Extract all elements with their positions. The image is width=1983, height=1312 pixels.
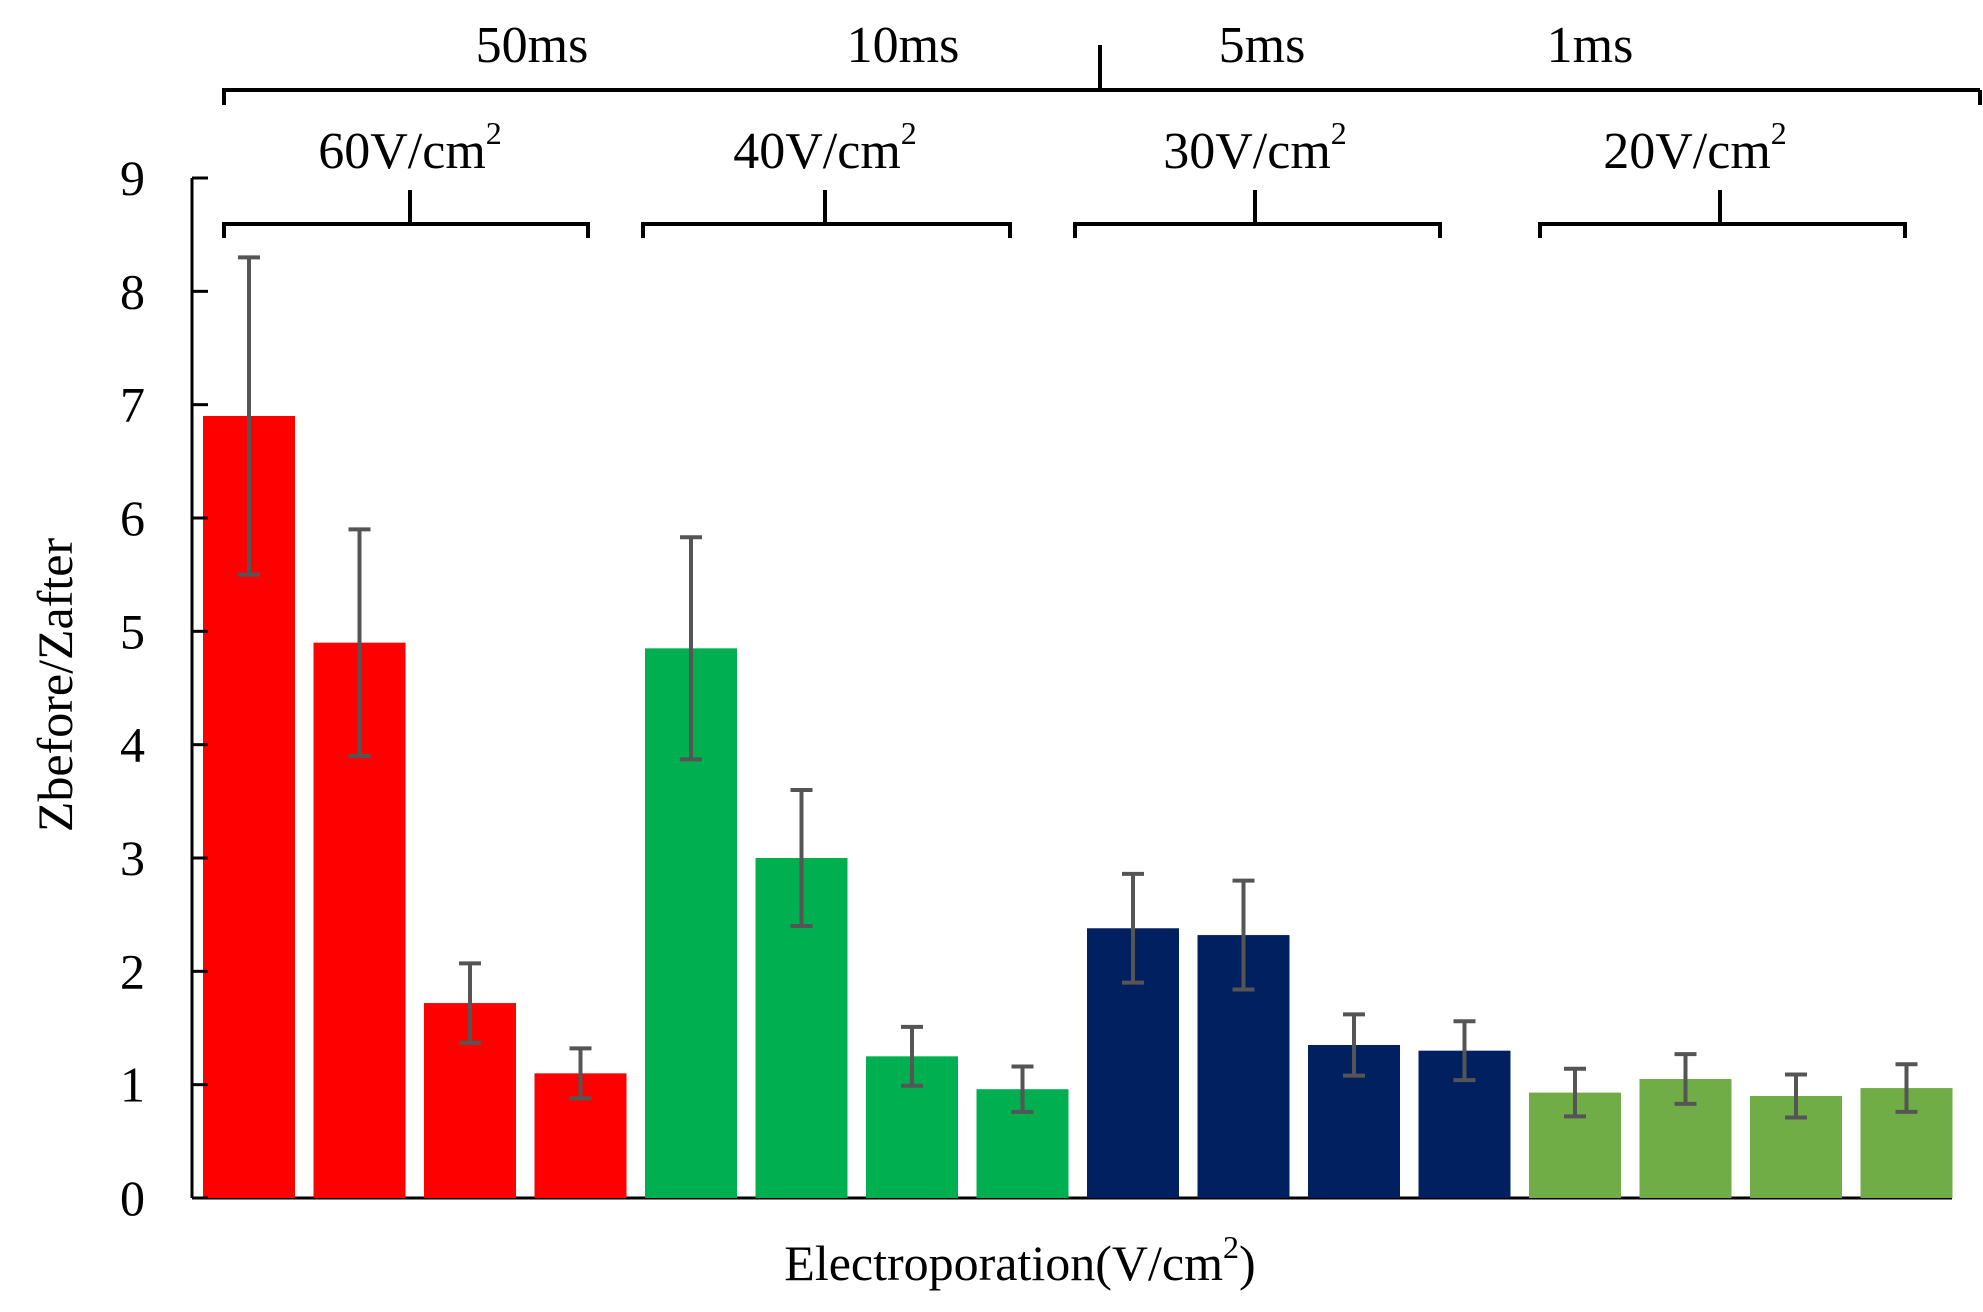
y-tick-label: 2	[120, 943, 145, 999]
voltage-bracket	[1538, 190, 1907, 238]
group-brackets: 60V/cm2 40V/cm2 30V/cm2 20V/cm2 50ms 10ms 5ms 1…	[222, 17, 1982, 238]
duration-label: 10ms	[847, 17, 960, 74]
x-axis-title-end: )	[1239, 1235, 1256, 1291]
voltage-label: 60V/cm2	[318, 115, 502, 180]
x-axis-title: Electroporation(V/cm2)	[784, 1229, 1255, 1291]
voltage-label: 40V/cm2	[733, 115, 917, 180]
y-tick-labels: 0 1 2 3 4 5 6 7 8 9	[120, 150, 208, 1226]
y-tick-label: 9	[120, 150, 145, 206]
voltage-bracket	[1073, 190, 1442, 238]
error-bars	[238, 255, 1918, 1120]
x-axis-title-main: Electroporation(V/cm	[784, 1235, 1223, 1291]
y-tick-label: 6	[120, 490, 145, 546]
bars	[203, 416, 1953, 1198]
voltage-bracket	[641, 190, 1012, 238]
y-tick-label: 8	[120, 263, 145, 319]
y-tick-label: 5	[120, 603, 145, 659]
y-axis-title: Zbefore/Zafter	[27, 538, 83, 833]
y-tick-label: 7	[120, 377, 145, 433]
y-tick-label: 3	[120, 830, 145, 886]
voltage-label: 20V/cm2	[1603, 115, 1787, 180]
duration-label: 1ms	[1547, 17, 1634, 74]
duration-label: 50ms	[476, 17, 589, 74]
voltage-bracket	[222, 190, 590, 238]
duration-bracket	[222, 45, 1982, 105]
y-tick-label: 1	[120, 1057, 145, 1113]
y-tick-label: 4	[120, 717, 145, 773]
duration-label: 5ms	[1219, 17, 1306, 74]
x-axis-title-sup: 2	[1223, 1229, 1239, 1265]
voltage-label: 30V/cm2	[1163, 115, 1347, 180]
y-tick-label: 0	[120, 1170, 145, 1226]
